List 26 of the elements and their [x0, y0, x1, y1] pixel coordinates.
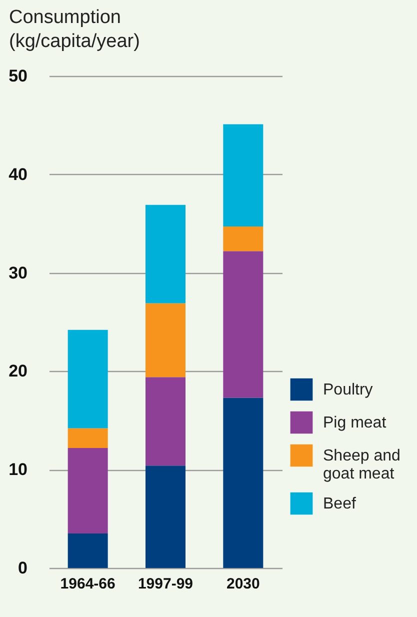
legend-label: Poultry	[323, 382, 373, 398]
y-tick-label: 40	[8, 164, 28, 184]
bar	[223, 124, 264, 227]
y-tick-label: 0	[18, 558, 28, 578]
bar	[146, 377, 186, 466]
legend-label: Pig meat	[323, 414, 387, 432]
bar	[68, 448, 108, 534]
y-tick-label: 10	[8, 460, 28, 480]
bar	[146, 303, 186, 378]
bar	[223, 251, 264, 398]
x-tick-label: 2030	[226, 576, 260, 592]
y-tick-label: 20	[8, 362, 28, 381]
bar	[68, 330, 108, 428]
bar	[68, 428, 108, 448]
x-tick-label: 1964-66	[60, 576, 116, 592]
bar	[68, 534, 108, 568]
y-tick-label: 30	[8, 263, 28, 282]
y-axis-title: Consumption (kg/capita/year)	[9, 7, 140, 52]
x-tick-label: 1997-99	[138, 576, 194, 592]
y-tick-label: 50	[8, 66, 28, 86]
bar	[146, 204, 186, 304]
legend-label: Sheep and goat meat	[323, 448, 400, 482]
bar	[146, 466, 186, 568]
bar	[223, 398, 264, 568]
legend-label: Beef	[323, 496, 356, 512]
bar	[223, 226, 264, 252]
